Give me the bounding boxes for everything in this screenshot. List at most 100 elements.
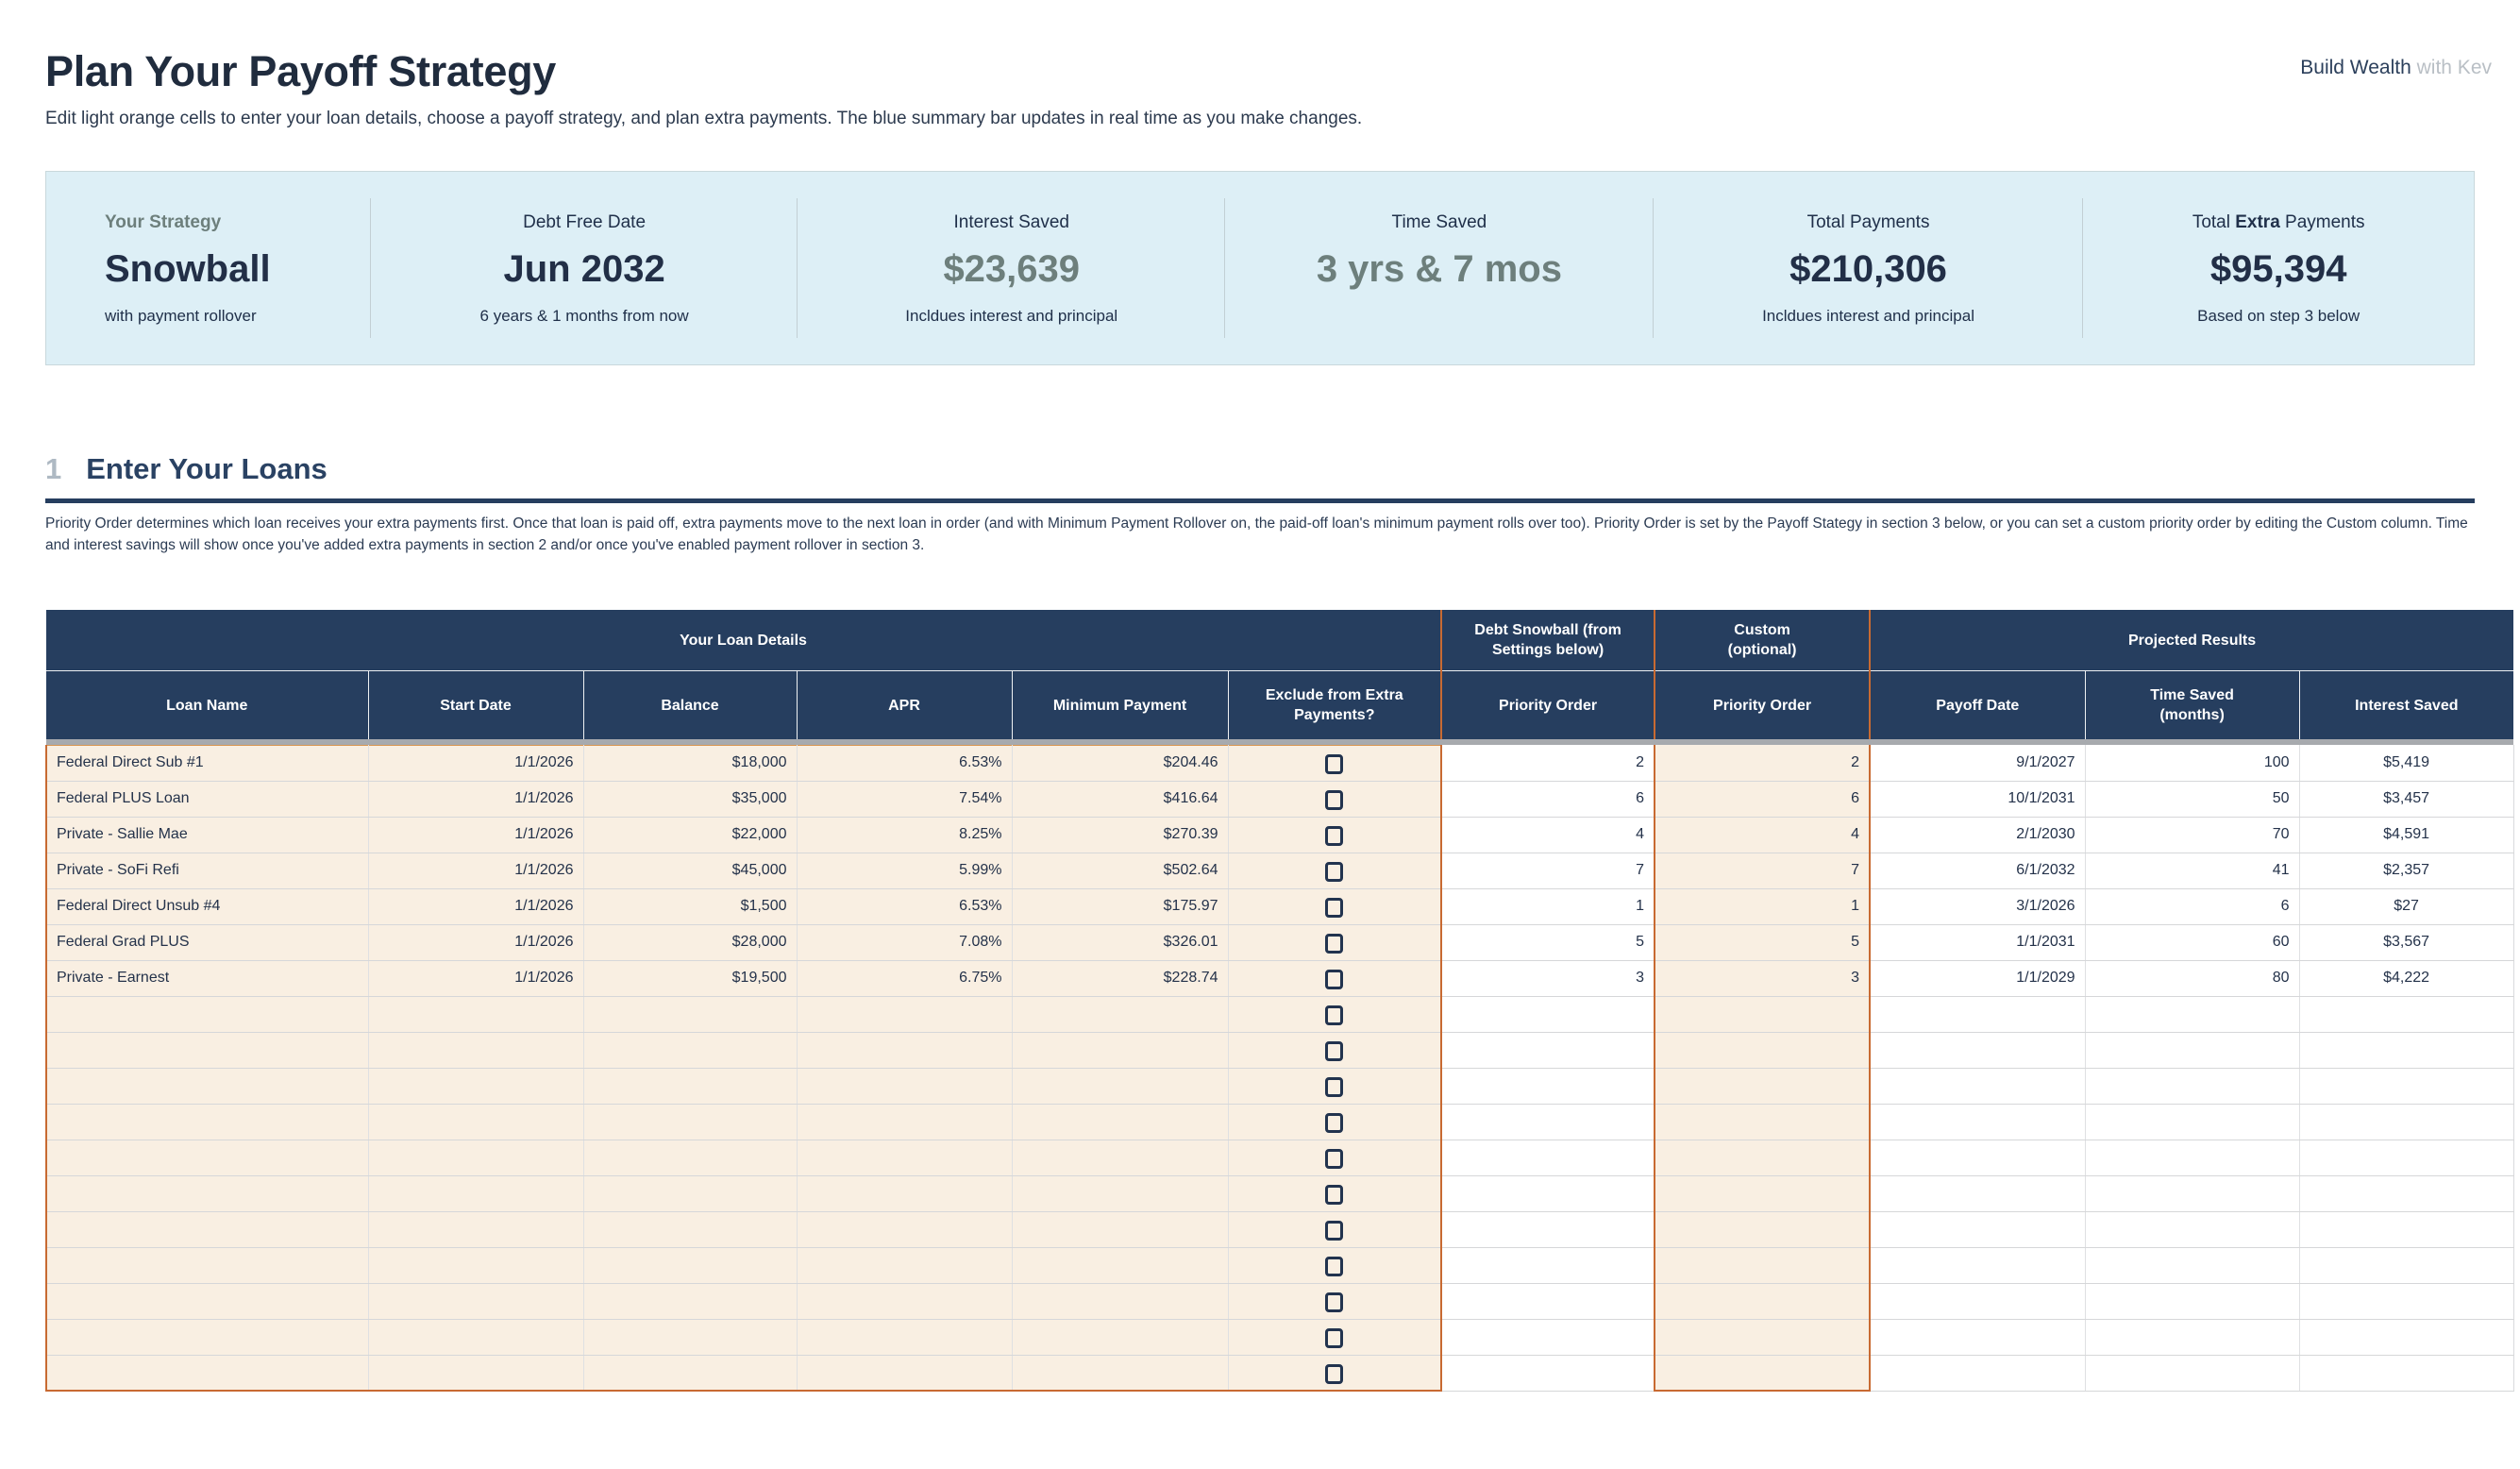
cell-balance[interactable] bbox=[583, 1175, 798, 1212]
cell-apr[interactable] bbox=[797, 996, 1013, 1033]
cell-exclude[interactable] bbox=[1228, 1175, 1443, 1212]
cell-balance[interactable] bbox=[583, 1032, 798, 1069]
exclude-checkbox[interactable] bbox=[1325, 1256, 1344, 1276]
cell-loan-name[interactable]: Federal PLUS Loan bbox=[45, 781, 369, 818]
cell-priority-custom[interactable] bbox=[1654, 1104, 1872, 1140]
cell-priority-custom[interactable]: 7 bbox=[1654, 853, 1872, 889]
exclude-checkbox[interactable] bbox=[1325, 1040, 1344, 1061]
cell-priority-custom[interactable]: 3 bbox=[1654, 960, 1872, 997]
cell-apr[interactable] bbox=[797, 1283, 1013, 1320]
cell-apr[interactable] bbox=[797, 1355, 1013, 1393]
cell-start-date[interactable] bbox=[368, 1211, 584, 1248]
cell-minimum-payment[interactable]: $416.64 bbox=[1012, 781, 1229, 818]
cell-exclude[interactable] bbox=[1228, 1247, 1443, 1284]
cell-balance[interactable] bbox=[583, 996, 798, 1033]
cell-exclude[interactable] bbox=[1228, 817, 1443, 853]
cell-priority-custom[interactable] bbox=[1654, 1175, 1872, 1212]
cell-priority-custom[interactable] bbox=[1654, 1032, 1872, 1069]
exclude-checkbox[interactable] bbox=[1325, 897, 1344, 918]
cell-loan-name[interactable]: Federal Direct Sub #1 bbox=[45, 744, 369, 782]
exclude-checkbox[interactable] bbox=[1325, 1184, 1344, 1205]
cell-loan-name[interactable] bbox=[45, 1211, 369, 1248]
exclude-checkbox[interactable] bbox=[1325, 1327, 1344, 1348]
cell-minimum-payment[interactable] bbox=[1012, 1319, 1229, 1356]
cell-minimum-payment[interactable]: $228.74 bbox=[1012, 960, 1229, 997]
cell-minimum-payment[interactable] bbox=[1012, 1175, 1229, 1212]
cell-balance[interactable] bbox=[583, 1319, 798, 1356]
cell-exclude[interactable] bbox=[1228, 744, 1443, 782]
cell-balance[interactable]: $1,500 bbox=[583, 888, 798, 925]
cell-minimum-payment[interactable]: $175.97 bbox=[1012, 888, 1229, 925]
exclude-checkbox[interactable] bbox=[1325, 1005, 1344, 1025]
cell-loan-name[interactable] bbox=[45, 1355, 369, 1393]
cell-loan-name[interactable]: Private - Earnest bbox=[45, 960, 369, 997]
cell-start-date[interactable] bbox=[368, 1140, 584, 1176]
exclude-checkbox[interactable] bbox=[1325, 789, 1344, 810]
cell-start-date[interactable]: 1/1/2026 bbox=[368, 960, 584, 997]
cell-exclude[interactable] bbox=[1228, 960, 1443, 997]
cell-start-date[interactable] bbox=[368, 1175, 584, 1212]
cell-start-date[interactable]: 1/1/2026 bbox=[368, 853, 584, 889]
cell-minimum-payment[interactable] bbox=[1012, 1355, 1229, 1393]
cell-apr[interactable]: 6.75% bbox=[797, 960, 1013, 997]
cell-balance[interactable]: $35,000 bbox=[583, 781, 798, 818]
cell-start-date[interactable] bbox=[368, 1283, 584, 1320]
cell-start-date[interactable] bbox=[368, 1247, 584, 1284]
cell-loan-name[interactable]: Federal Grad PLUS bbox=[45, 924, 369, 961]
cell-loan-name[interactable] bbox=[45, 996, 369, 1033]
cell-exclude[interactable] bbox=[1228, 853, 1443, 889]
cell-apr[interactable] bbox=[797, 1211, 1013, 1248]
cell-minimum-payment[interactable] bbox=[1012, 1283, 1229, 1320]
cell-balance[interactable]: $22,000 bbox=[583, 817, 798, 853]
cell-balance[interactable] bbox=[583, 1283, 798, 1320]
cell-exclude[interactable] bbox=[1228, 924, 1443, 961]
cell-apr[interactable] bbox=[797, 1175, 1013, 1212]
cell-loan-name[interactable]: Federal Direct Unsub #4 bbox=[45, 888, 369, 925]
cell-priority-custom[interactable] bbox=[1654, 1068, 1872, 1105]
cell-exclude[interactable] bbox=[1228, 1283, 1443, 1320]
cell-loan-name[interactable] bbox=[45, 1032, 369, 1069]
exclude-checkbox[interactable] bbox=[1325, 1076, 1344, 1097]
cell-loan-name[interactable]: Private - SoFi Refi bbox=[45, 853, 369, 889]
cell-minimum-payment[interactable] bbox=[1012, 996, 1229, 1033]
cell-balance[interactable]: $45,000 bbox=[583, 853, 798, 889]
cell-balance[interactable] bbox=[583, 1140, 798, 1176]
cell-apr[interactable] bbox=[797, 1068, 1013, 1105]
cell-start-date[interactable]: 1/1/2026 bbox=[368, 744, 584, 782]
cell-apr[interactable] bbox=[797, 1104, 1013, 1140]
exclude-checkbox[interactable] bbox=[1325, 1112, 1344, 1133]
cell-exclude[interactable] bbox=[1228, 888, 1443, 925]
cell-minimum-payment[interactable]: $502.64 bbox=[1012, 853, 1229, 889]
cell-balance[interactable] bbox=[583, 1211, 798, 1248]
cell-balance[interactable]: $18,000 bbox=[583, 744, 798, 782]
cell-apr[interactable] bbox=[797, 1247, 1013, 1284]
cell-apr[interactable]: 6.53% bbox=[797, 744, 1013, 782]
cell-priority-custom[interactable] bbox=[1654, 1140, 1872, 1176]
cell-start-date[interactable]: 1/1/2026 bbox=[368, 924, 584, 961]
cell-balance[interactable]: $28,000 bbox=[583, 924, 798, 961]
exclude-checkbox[interactable] bbox=[1325, 933, 1344, 954]
cell-apr[interactable]: 5.99% bbox=[797, 853, 1013, 889]
cell-start-date[interactable] bbox=[368, 1104, 584, 1140]
cell-loan-name[interactable] bbox=[45, 1319, 369, 1356]
cell-loan-name[interactable] bbox=[45, 1140, 369, 1176]
cell-loan-name[interactable] bbox=[45, 1175, 369, 1212]
cell-start-date[interactable] bbox=[368, 1355, 584, 1393]
cell-exclude[interactable] bbox=[1228, 1319, 1443, 1356]
cell-start-date[interactable] bbox=[368, 996, 584, 1033]
cell-minimum-payment[interactable] bbox=[1012, 1211, 1229, 1248]
cell-apr[interactable] bbox=[797, 1319, 1013, 1356]
cell-exclude[interactable] bbox=[1228, 1355, 1443, 1393]
cell-start-date[interactable]: 1/1/2026 bbox=[368, 781, 584, 818]
cell-loan-name[interactable] bbox=[45, 1247, 369, 1284]
cell-minimum-payment[interactable]: $270.39 bbox=[1012, 817, 1229, 853]
cell-priority-custom[interactable]: 4 bbox=[1654, 817, 1872, 853]
cell-minimum-payment[interactable] bbox=[1012, 1140, 1229, 1176]
cell-minimum-payment[interactable]: $204.46 bbox=[1012, 744, 1229, 782]
exclude-checkbox[interactable] bbox=[1325, 969, 1344, 989]
exclude-checkbox[interactable] bbox=[1325, 1220, 1344, 1241]
cell-exclude[interactable] bbox=[1228, 1068, 1443, 1105]
cell-priority-custom[interactable] bbox=[1654, 1283, 1872, 1320]
cell-minimum-payment[interactable]: $326.01 bbox=[1012, 924, 1229, 961]
cell-exclude[interactable] bbox=[1228, 1104, 1443, 1140]
